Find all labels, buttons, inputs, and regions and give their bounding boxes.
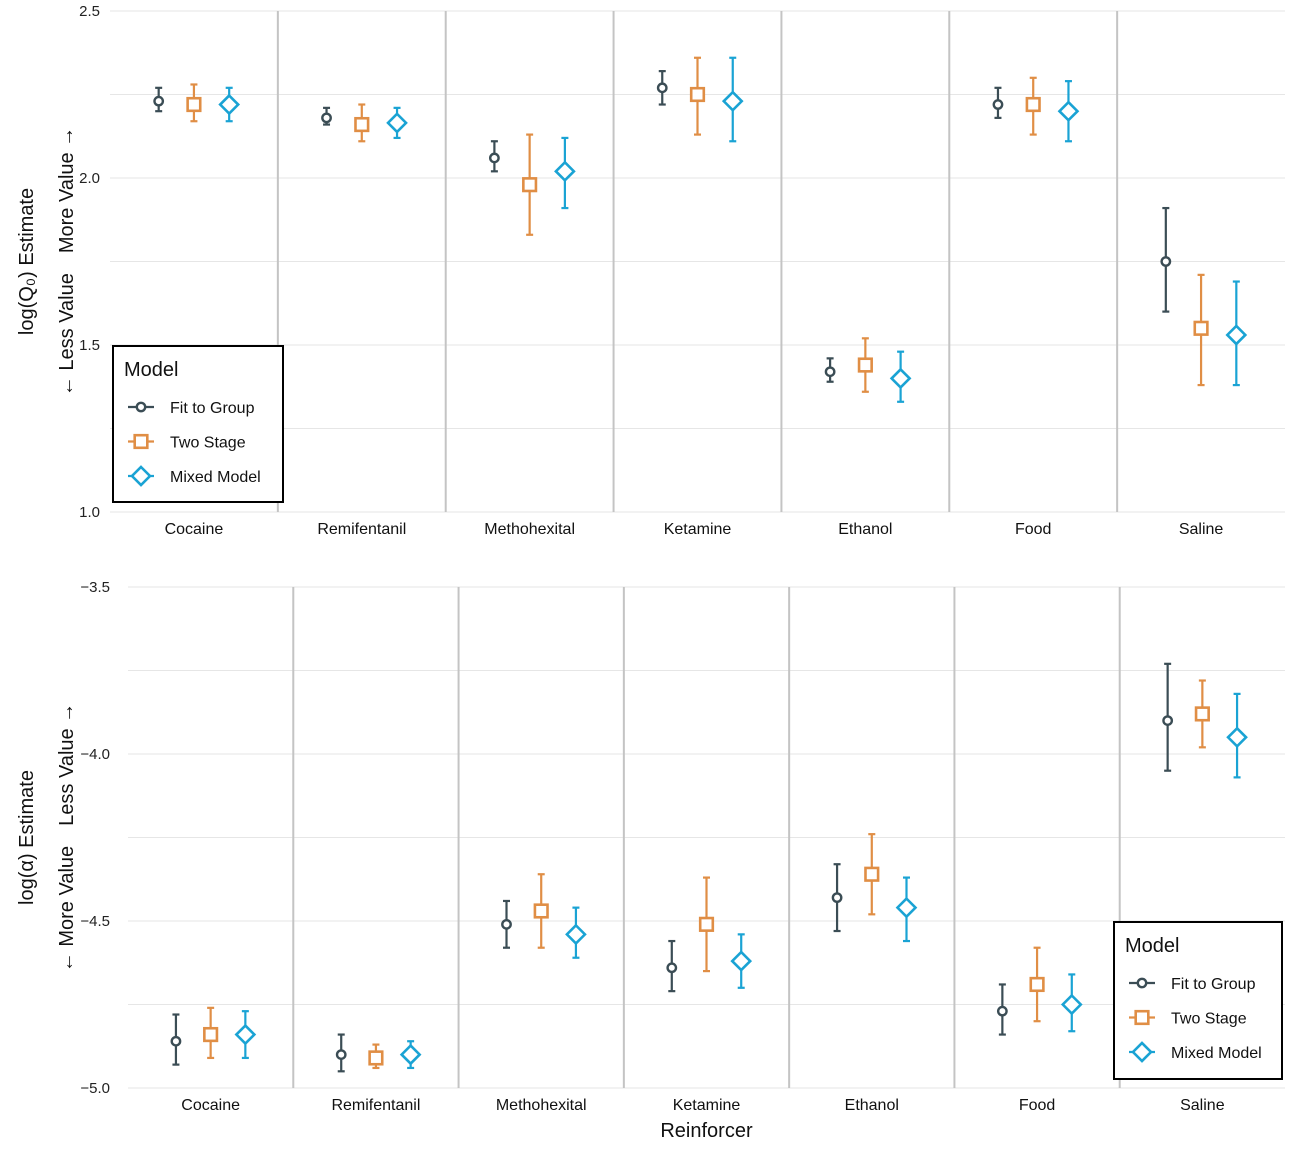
legend: Model Fit to Group Two Stage Mixed Model [1113,921,1283,1080]
data-point [1025,96,1041,113]
data-point [1194,706,1210,722]
y-tick-label: 1.0 [79,504,100,521]
legend-entry-label: Two Stage [1171,1011,1247,1028]
data-point [864,866,880,882]
data-point [501,918,512,930]
legend-key-marker [1131,1041,1153,1063]
data-point [565,923,587,946]
data-point [522,177,538,193]
legend-key-marker [1136,977,1148,989]
y-tick-label: 2.5 [79,3,100,20]
data-point [399,1043,422,1066]
x-tick-label: Ethanol [845,1097,899,1114]
panel-alpha: −5.0 −4.5 −4.0 −3.5 Cocaine Remifentanil Metho… [16,579,1285,1142]
y-tick-label: −5.0 [80,1080,110,1097]
data-point [234,1023,257,1046]
data-point [186,96,202,113]
data-point [203,1026,219,1043]
y-tick-label: −4.5 [80,913,110,930]
x-tick-label: Cocaine [165,521,224,538]
series-two-stage [186,56,1209,393]
data-point [1057,100,1080,123]
y-tick-label: 2.0 [79,170,100,187]
x-tick-label: Food [1015,521,1051,538]
data-point [335,1049,347,1061]
data-point [533,903,549,919]
legend-entry-label: Fit to Group [170,400,255,417]
data-point [666,962,678,974]
x-axis-label: Reinforcer [660,1120,753,1142]
data-point [889,367,912,390]
series-fit-to-group [153,70,1172,383]
y-axis-sublabel: ← More Value Less Value → [56,703,78,972]
data-point [1225,324,1248,346]
data-point [857,357,873,373]
data-point [689,86,706,103]
legend: Model Fit to Group Two Stage Mixed Model [112,345,284,503]
data-point [354,116,370,133]
legend-title: Model [124,359,178,381]
data-point [721,90,744,113]
series-mixed-model [218,56,1248,403]
data-point [824,366,836,378]
y-axis-label: log(Q₀) Estimate [16,188,38,335]
legend-key-marker [135,401,147,413]
x-tick-label: Methohexital [496,1097,587,1114]
data-point [386,112,408,134]
data-point [218,93,241,116]
data-point [488,152,500,164]
data-point [1060,993,1083,1016]
x-tick-label: Remifentanil [331,1097,420,1114]
data-point [1160,256,1172,267]
data-point [698,916,715,932]
y-tick-label: 1.5 [79,337,100,354]
data-point [368,1050,384,1066]
legend-entry-label: Two Stage [170,435,246,452]
y-tick-label: −3.5 [80,579,110,596]
data-point [1162,715,1174,726]
x-tick-label: Food [1019,1097,1055,1114]
x-tick-label: Ketamine [673,1097,741,1114]
legend-entry-label: Mixed Model [1171,1045,1262,1062]
x-tick-label: Ketamine [664,521,732,538]
data-point [831,892,843,904]
series-mixed-model [234,692,1248,1070]
y-axis-label: log(α) Estimate [16,770,38,905]
panel-q0: 1.0 1.5 2.0 2.5 Cocaine Remifentanil Methohexi… [16,3,1285,538]
y-tick-label: −4.0 [80,746,110,763]
x-tick-label: Methohexital [484,521,575,538]
legend-key-marker [133,433,149,450]
data-point [996,1005,1008,1017]
x-tick-label: Saline [1179,521,1224,538]
data-point [153,95,165,107]
x-tick-label: Ethanol [838,521,892,538]
legend-entry-label: Fit to Group [1171,976,1256,993]
data-point [170,1035,182,1047]
data-point [1029,976,1045,993]
y-axis-sublabel: ← Less Value More Value → [56,127,78,396]
legend-title: Model [1125,935,1179,957]
data-point [730,950,753,972]
x-tick-label: Saline [1180,1097,1225,1114]
legend-key-marker [130,465,152,487]
data-point [1226,726,1248,749]
data-point [656,82,668,94]
data-point [321,112,332,124]
data-point [992,99,1004,110]
legend-entry-label: Mixed Model [170,469,261,486]
series-two-stage [203,679,1210,1070]
data-point [895,896,918,919]
data-point [1193,320,1209,336]
series-fit-to-group [170,662,1174,1073]
legend-key-marker [1134,1009,1150,1026]
x-tick-label: Remifentanil [317,521,406,538]
data-point [554,160,576,183]
x-tick-label: Cocaine [181,1097,240,1114]
